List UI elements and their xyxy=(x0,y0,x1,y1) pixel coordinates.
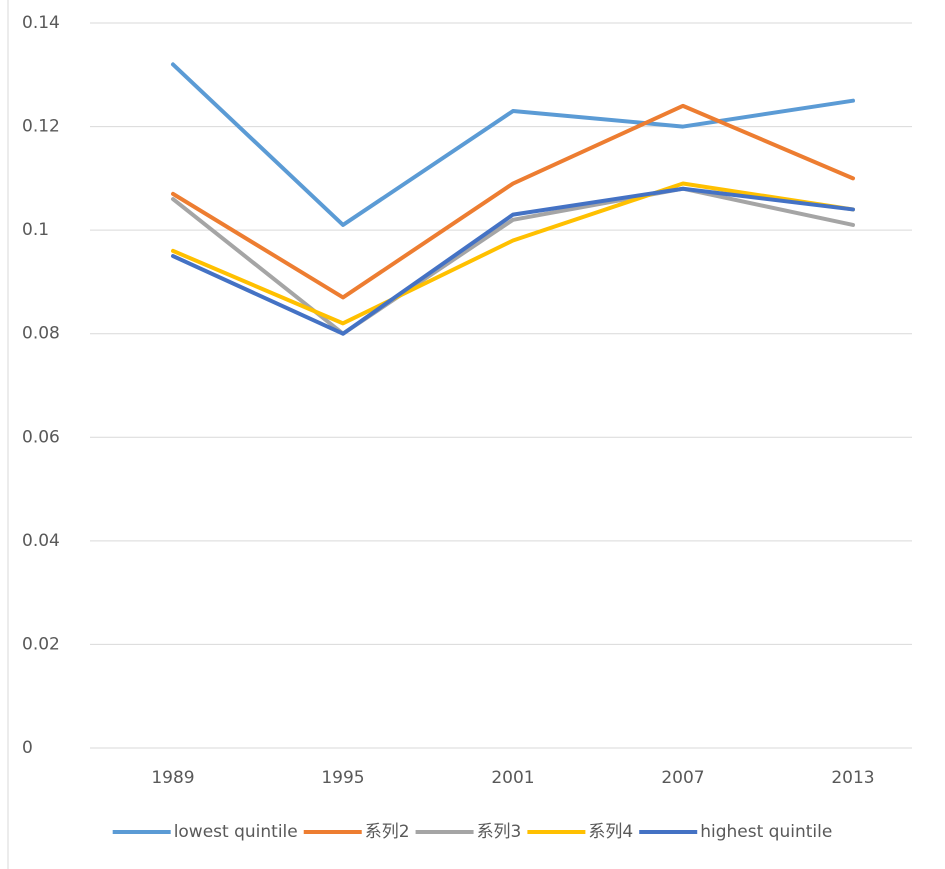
x-tick-label: 2013 xyxy=(831,768,874,788)
y-tick-label: 0 xyxy=(22,738,33,758)
x-tick-label: 2007 xyxy=(661,768,704,788)
y-tick-label: 0.04 xyxy=(22,531,60,551)
series-line xyxy=(171,103,855,300)
series-line xyxy=(171,186,855,336)
y-tick-label: 0.08 xyxy=(22,324,60,344)
y-tick-label: 0.1 xyxy=(22,220,49,240)
x-tick-label: 1995 xyxy=(321,768,364,788)
legend-label: 系列2 xyxy=(365,822,410,842)
series-line xyxy=(171,62,855,227)
x-tick-label: 1989 xyxy=(151,768,194,788)
legend-label: highest quintile xyxy=(700,822,832,842)
legend-label: 系列4 xyxy=(588,822,633,842)
y-tick-label: 0.02 xyxy=(22,634,60,654)
legend-label: 系列3 xyxy=(477,822,522,842)
x-tick-label: 2001 xyxy=(491,768,534,788)
series-line xyxy=(171,186,855,336)
series-line xyxy=(171,181,855,326)
y-tick-label: 0.12 xyxy=(22,117,60,137)
y-tick-label: 0.06 xyxy=(22,427,60,447)
y-tick-label: 0.14 xyxy=(22,13,60,33)
legend-label: lowest quintile xyxy=(174,822,298,842)
